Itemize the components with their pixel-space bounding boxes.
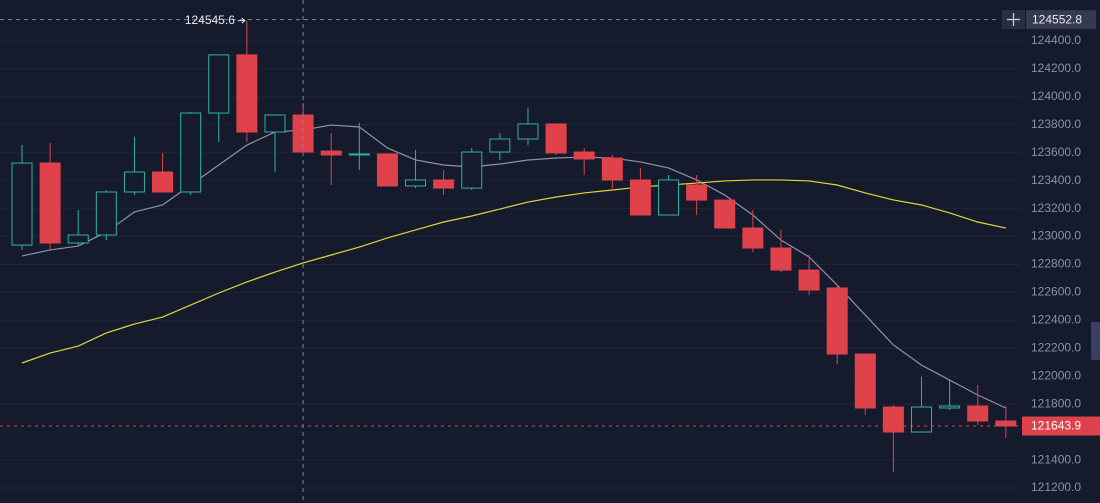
y-tick-label: 121400.0 bbox=[1031, 452, 1081, 466]
y-tick-label: 123400.0 bbox=[1031, 173, 1081, 187]
last-price: 121643.9 bbox=[1031, 419, 1081, 433]
y-tick-label: 123600.0 bbox=[1031, 145, 1081, 159]
ma-line bbox=[21, 179, 1006, 364]
candle-body bbox=[433, 179, 455, 189]
candle-body bbox=[854, 353, 876, 409]
candle-body bbox=[995, 420, 1017, 427]
candle-body bbox=[573, 151, 595, 160]
candle-body bbox=[39, 162, 61, 244]
candle-body bbox=[95, 191, 117, 236]
y-tick-label: 123200.0 bbox=[1031, 201, 1081, 215]
y-tick-label: 121800.0 bbox=[1031, 396, 1081, 410]
candle-body bbox=[208, 54, 230, 114]
candle-body bbox=[152, 171, 174, 193]
candle-body bbox=[882, 406, 904, 433]
candle-body bbox=[348, 153, 370, 156]
max-label: 124545.6 bbox=[185, 13, 235, 27]
candle-body bbox=[489, 138, 511, 153]
candle-body bbox=[658, 179, 680, 216]
y-tick-label: 122800.0 bbox=[1031, 257, 1081, 271]
scroll-handle[interactable] bbox=[1091, 322, 1100, 360]
candle-body bbox=[180, 112, 202, 193]
y-tick-label: 122600.0 bbox=[1031, 285, 1081, 299]
candle-body bbox=[264, 114, 286, 133]
y-tick-label: 124200.0 bbox=[1031, 61, 1081, 75]
candle-body bbox=[770, 247, 792, 271]
candle-body bbox=[939, 405, 961, 409]
candle-body bbox=[123, 171, 145, 193]
candle-body bbox=[714, 199, 736, 229]
y-tick-label: 124000.0 bbox=[1031, 89, 1081, 103]
candle-body bbox=[798, 269, 820, 291]
crosshair-price-box bbox=[1026, 10, 1096, 30]
y-tick-label: 123800.0 bbox=[1031, 117, 1081, 131]
y-tick-label: 124400.0 bbox=[1031, 33, 1081, 47]
y-tick-label: 121200.0 bbox=[1031, 480, 1081, 494]
candle-body bbox=[11, 162, 33, 246]
crosshair-price: 124552.8 bbox=[1032, 12, 1082, 26]
candle-body bbox=[545, 123, 567, 154]
candle-body bbox=[826, 287, 848, 355]
candle-body bbox=[67, 234, 89, 244]
y-tick-label: 122400.0 bbox=[1031, 313, 1081, 327]
candle-body bbox=[517, 123, 539, 140]
candle-body bbox=[742, 227, 764, 249]
y-tick-label: 122200.0 bbox=[1031, 340, 1081, 354]
candle-body bbox=[629, 179, 651, 216]
y-tick-label: 123000.0 bbox=[1031, 229, 1081, 243]
candle-body bbox=[405, 179, 427, 187]
candle-body bbox=[376, 153, 398, 187]
candle-body bbox=[236, 54, 258, 133]
candle-body bbox=[601, 157, 623, 181]
candle-body bbox=[911, 406, 933, 433]
candle-body bbox=[686, 184, 708, 201]
max-arrow-head bbox=[241, 17, 246, 24]
candle-body bbox=[461, 151, 483, 189]
candle-body bbox=[320, 150, 342, 156]
y-tick-label: 122000.0 bbox=[1031, 368, 1081, 382]
last-price-box bbox=[1022, 416, 1100, 436]
candle-body bbox=[967, 405, 989, 422]
